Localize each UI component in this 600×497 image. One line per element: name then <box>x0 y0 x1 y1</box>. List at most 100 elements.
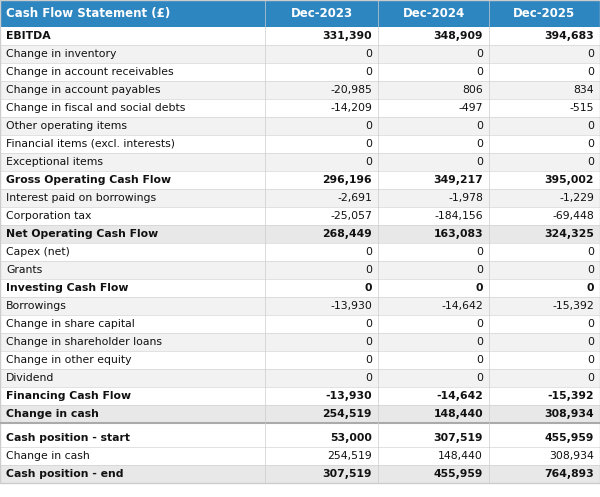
Text: 308,934: 308,934 <box>549 451 594 461</box>
Bar <box>0 429 600 447</box>
Text: Investing Cash Flow: Investing Cash Flow <box>6 283 128 293</box>
Text: Borrowings: Borrowings <box>6 301 67 311</box>
Text: 0: 0 <box>476 49 483 59</box>
Bar <box>0 117 600 135</box>
Bar <box>0 135 600 153</box>
Text: -13,930: -13,930 <box>325 391 372 401</box>
Text: 148,440: 148,440 <box>433 409 483 419</box>
Text: 0: 0 <box>365 49 372 59</box>
Text: 455,959: 455,959 <box>545 433 594 443</box>
Text: 53,000: 53,000 <box>330 433 372 443</box>
Text: -15,392: -15,392 <box>552 301 594 311</box>
Bar <box>0 45 600 63</box>
Text: Gross Operating Cash Flow: Gross Operating Cash Flow <box>6 175 171 185</box>
Text: 0: 0 <box>365 319 372 329</box>
Text: 0: 0 <box>365 373 372 383</box>
Text: -2,691: -2,691 <box>337 193 372 203</box>
Text: Cash position - end: Cash position - end <box>6 469 124 479</box>
Text: 0: 0 <box>476 265 483 275</box>
Text: -1,978: -1,978 <box>448 193 483 203</box>
Bar <box>0 243 600 261</box>
Text: 806: 806 <box>462 85 483 95</box>
Bar <box>0 63 600 81</box>
Text: -515: -515 <box>569 103 594 113</box>
Bar <box>0 0 600 27</box>
Text: 254,519: 254,519 <box>323 409 372 419</box>
Text: 0: 0 <box>587 355 594 365</box>
Text: 0: 0 <box>476 157 483 167</box>
Text: Change in inventory: Change in inventory <box>6 49 116 59</box>
Text: Change in fiscal and social debts: Change in fiscal and social debts <box>6 103 185 113</box>
Text: 0: 0 <box>365 355 372 365</box>
Text: -20,985: -20,985 <box>330 85 372 95</box>
Text: Change in account payables: Change in account payables <box>6 85 161 95</box>
Text: Net Operating Cash Flow: Net Operating Cash Flow <box>6 229 158 239</box>
Text: 0: 0 <box>476 283 483 293</box>
Text: -14,642: -14,642 <box>436 391 483 401</box>
Text: -14,209: -14,209 <box>330 103 372 113</box>
Text: 834: 834 <box>574 85 594 95</box>
Text: 0: 0 <box>476 319 483 329</box>
Text: 163,083: 163,083 <box>433 229 483 239</box>
Text: 349,217: 349,217 <box>433 175 483 185</box>
Text: Cash Flow Statement (£): Cash Flow Statement (£) <box>6 7 170 20</box>
Text: 0: 0 <box>476 67 483 77</box>
Text: -497: -497 <box>458 103 483 113</box>
Text: 268,449: 268,449 <box>322 229 372 239</box>
Text: 308,934: 308,934 <box>544 409 594 419</box>
Bar <box>0 27 600 45</box>
Text: Dividend: Dividend <box>6 373 55 383</box>
Text: Dec-2023: Dec-2023 <box>290 7 353 20</box>
Bar <box>0 207 600 225</box>
Text: Exceptional items: Exceptional items <box>6 157 103 167</box>
Text: 307,519: 307,519 <box>323 469 372 479</box>
Bar <box>0 351 600 369</box>
Bar <box>0 465 600 483</box>
Text: 331,390: 331,390 <box>322 31 372 41</box>
Text: 0: 0 <box>365 121 372 131</box>
Bar <box>0 333 600 351</box>
Text: 0: 0 <box>587 247 594 257</box>
Text: 0: 0 <box>587 139 594 149</box>
Text: 324,325: 324,325 <box>544 229 594 239</box>
Text: 0: 0 <box>476 121 483 131</box>
Text: 0: 0 <box>587 67 594 77</box>
Bar <box>0 99 600 117</box>
Bar <box>0 447 600 465</box>
Text: Cash position - start: Cash position - start <box>6 433 130 443</box>
Text: 0: 0 <box>587 265 594 275</box>
Text: Corporation tax: Corporation tax <box>6 211 91 221</box>
Text: 0: 0 <box>365 157 372 167</box>
Text: Grants: Grants <box>6 265 42 275</box>
Text: 0: 0 <box>365 283 372 293</box>
Bar <box>0 405 600 423</box>
Text: Change in cash: Change in cash <box>6 409 99 419</box>
Text: 0: 0 <box>476 355 483 365</box>
Bar <box>0 261 600 279</box>
Text: -1,229: -1,229 <box>559 193 594 203</box>
Text: Dec-2024: Dec-2024 <box>403 7 464 20</box>
Bar <box>0 387 600 405</box>
Text: Financing Cash Flow: Financing Cash Flow <box>6 391 131 401</box>
Text: -13,930: -13,930 <box>330 301 372 311</box>
Text: 0: 0 <box>476 139 483 149</box>
Text: 307,519: 307,519 <box>433 433 483 443</box>
Text: 0: 0 <box>587 157 594 167</box>
Text: Capex (net): Capex (net) <box>6 247 70 257</box>
Text: 0: 0 <box>365 265 372 275</box>
Text: 296,196: 296,196 <box>322 175 372 185</box>
Text: Other operating items: Other operating items <box>6 121 127 131</box>
Text: -14,642: -14,642 <box>441 301 483 311</box>
Text: 0: 0 <box>476 337 483 347</box>
Text: 0: 0 <box>476 247 483 257</box>
Text: EBITDA: EBITDA <box>6 31 50 41</box>
Text: 0: 0 <box>476 373 483 383</box>
Text: 764,893: 764,893 <box>544 469 594 479</box>
Text: Interest paid on borrowings: Interest paid on borrowings <box>6 193 156 203</box>
Text: 0: 0 <box>587 121 594 131</box>
Bar <box>0 297 600 315</box>
Text: Change in share capital: Change in share capital <box>6 319 135 329</box>
Bar <box>0 171 600 189</box>
Text: Change in other equity: Change in other equity <box>6 355 131 365</box>
Bar <box>0 189 600 207</box>
